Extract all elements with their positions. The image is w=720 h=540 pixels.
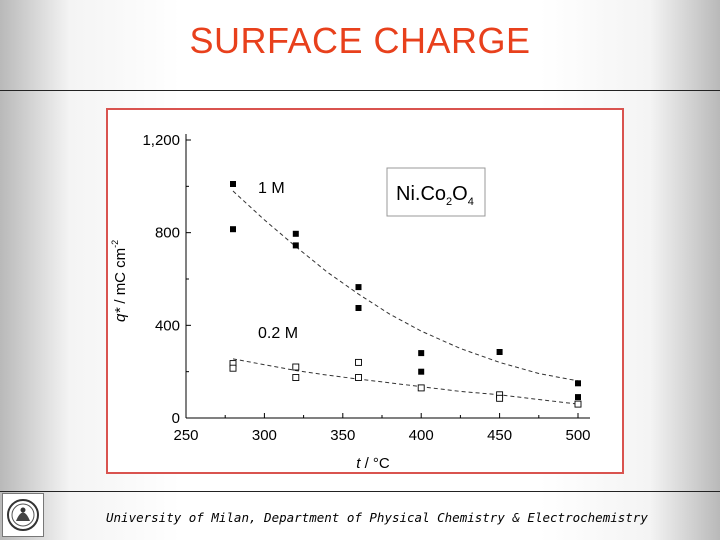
data-point-1m	[230, 226, 236, 233]
x-tick-label: 350	[330, 427, 355, 444]
data-point-0.2m	[292, 363, 300, 371]
series-label-1m: 1 M	[258, 180, 285, 197]
data-point-1m	[575, 380, 581, 387]
y-tick-label: 800	[155, 225, 180, 242]
footer-text: University of Milan, Department of Physi…	[106, 510, 648, 525]
data-point-0.2m	[229, 364, 237, 372]
x-tick-label: 450	[487, 427, 512, 444]
compound-annotation: Ni.Co2O4	[386, 167, 486, 217]
data-point-0.2m	[574, 400, 582, 408]
seal-emblem-icon	[7, 499, 39, 531]
compound-box	[386, 167, 486, 217]
x-tick-label: 250	[173, 427, 198, 444]
compound-formula: Ni.Co2O4	[396, 183, 474, 208]
data-point-1m	[355, 284, 362, 291]
x-tick-label: 300	[252, 427, 277, 444]
surface-charge-chart: 250 300 350 400 450 500 0 400 800 1,200 1 M 0.2 M…	[110, 132, 591, 472]
y-axis-label: q* / mC cm-2	[110, 240, 129, 322]
data-point-1m	[230, 181, 236, 187]
fit-curve-series-0	[232, 190, 579, 382]
axes: 250 300 350 400 450 500 0 400 800 1,200	[142, 132, 590, 444]
y-tick-label: 400	[155, 317, 180, 334]
fit-curve-series-1	[232, 358, 579, 405]
data-point-0.2m	[417, 384, 425, 392]
data-point-1m	[575, 394, 581, 401]
data-point-1m	[355, 305, 362, 311]
slide-title: SURFACE CHARGE	[189, 20, 531, 61]
data-point-0.2m	[292, 374, 300, 381]
footer-divider	[0, 491, 720, 492]
data-point-1m	[292, 230, 299, 237]
x-tick-label: 500	[565, 427, 590, 444]
series-label-0.2m: 0.2 M	[258, 325, 298, 342]
x-axis-label: t / °C	[356, 455, 390, 472]
y-tick-label: 1,200	[142, 132, 180, 149]
university-seal-logo	[2, 493, 44, 537]
x-tick-label: 400	[409, 427, 434, 444]
data-point-0.2m	[355, 374, 362, 381]
data-point-1m	[496, 349, 503, 355]
data-point-1m	[418, 350, 425, 357]
data-point-1m	[418, 368, 425, 375]
y-tick-label: 0	[172, 410, 180, 427]
data-point-0.2m	[355, 358, 362, 366]
title-divider	[0, 90, 720, 91]
data-marks	[229, 181, 582, 408]
data-point-0.2m	[496, 394, 504, 402]
chart-frame: 250 300 350 400 450 500 0 400 800 1,200 1 M 0.2 M…	[106, 108, 624, 474]
data-point-1m	[292, 242, 299, 249]
